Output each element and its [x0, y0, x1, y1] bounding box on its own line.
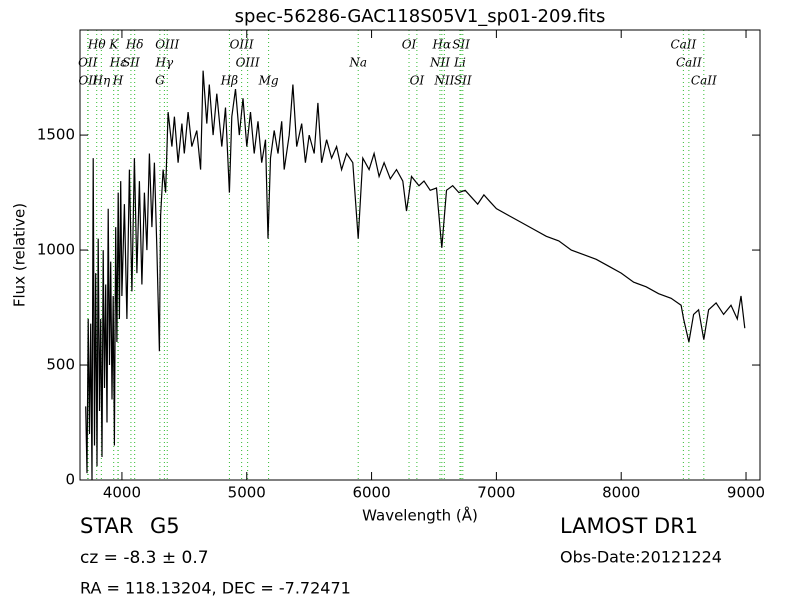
survey: LAMOST DR1 [560, 514, 698, 538]
x-tick-label: 5000 [228, 484, 266, 502]
spectral-line-label: NII [433, 74, 454, 88]
spectral-line-label: Hθ [87, 38, 106, 52]
y-tick-label: 1000 [37, 241, 75, 259]
spectral-line-label: OI [402, 38, 417, 52]
y-axis-label: Flux (relative) [11, 203, 29, 307]
spectral-line-label: OIII [155, 38, 179, 52]
y-tick-label: 1500 [37, 126, 75, 144]
spectral-line-label: OII [78, 74, 98, 88]
spectral-line-label: OIII [236, 56, 260, 70]
x-tick-label: 8000 [602, 484, 640, 502]
spectral-line-label: H [112, 74, 124, 88]
y-tick-label: 500 [46, 356, 75, 374]
spectral-line-label: CaII [670, 38, 696, 52]
spectral-line-label: OI [410, 74, 425, 88]
spectral-line-label: Mg [258, 74, 279, 88]
obs-date: Obs-Date:20121224 [560, 548, 722, 567]
spectral-line-label: CaII [676, 56, 702, 70]
spectral-line-label: SII [454, 74, 472, 88]
spectral-line-label: Hδ [125, 38, 144, 52]
x-tick-label: 6000 [352, 484, 390, 502]
spectral-line-label: Hγ [155, 56, 174, 70]
spectral-line-label: CaII [691, 74, 717, 88]
plot-frame [79, 29, 761, 481]
spectral-line-label: SII [452, 38, 470, 52]
object-class: STAR [80, 514, 133, 538]
spectral-line-label: Hη [92, 74, 111, 88]
x-tick-label: 9000 [727, 484, 765, 502]
spectral-line-label: OIII [230, 38, 254, 52]
spectral-line-label: NII [429, 56, 450, 70]
coordinates: RA = 118.13204, DEC = -7.72471 [80, 579, 351, 598]
spectral-line-label: K [108, 38, 119, 52]
chart-title: spec-56286-GAC118S05V1_sp01-209.fits [235, 6, 606, 27]
spectrum-line [85, 70, 746, 481]
y-tick-label: 0 [65, 471, 75, 489]
spectral-line-label: Hα [432, 38, 452, 52]
object-subclass: G5 [150, 514, 180, 538]
spectral-line-label: SII [122, 56, 140, 70]
spectral-line-label: Hβ [220, 74, 238, 88]
spectral-line-label: G [155, 74, 165, 88]
spectral-line-label: Na [348, 56, 367, 70]
spectral-line-label: Li [453, 56, 466, 70]
x-tick-label: 7000 [477, 484, 515, 502]
x-axis-label: Wavelength (Å) [362, 506, 478, 525]
redshift: cz = -8.3 ± 0.7 [80, 548, 209, 568]
x-tick-label: 4000 [103, 484, 141, 502]
